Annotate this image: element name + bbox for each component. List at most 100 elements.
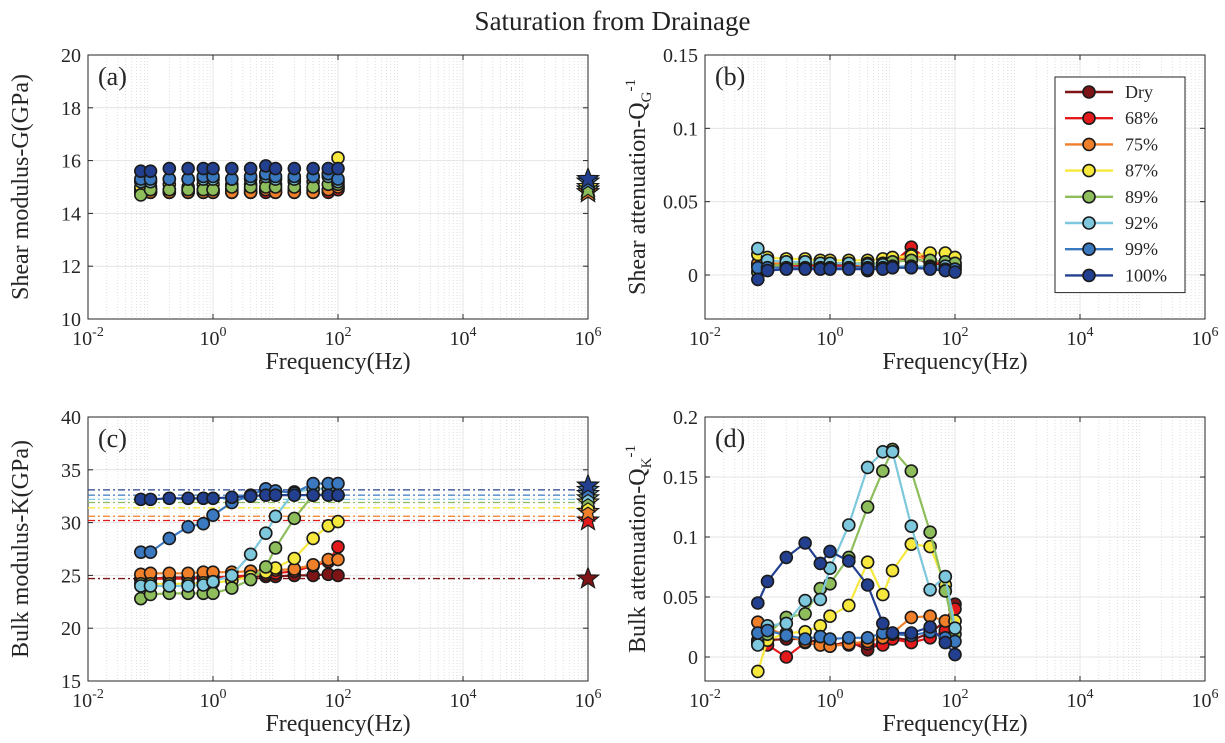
series-100pct <box>134 159 345 178</box>
y-tick-label: 10 <box>61 309 81 331</box>
legend-marker <box>1082 190 1096 204</box>
data-point <box>842 554 856 568</box>
x-tick-label: 106 <box>575 325 602 350</box>
panel-b: 10-2 100 102 104 106 0 0.05 0.1 0.15 Frequency(Hz… <box>623 45 1219 375</box>
series-100pct <box>751 260 962 287</box>
y-tick-label: 0.15 <box>663 467 698 489</box>
y-tick-label: 0 <box>688 647 698 669</box>
data-point <box>243 161 258 176</box>
data-point <box>287 488 302 502</box>
star-marker-dry <box>575 565 601 589</box>
data-point <box>823 544 837 559</box>
data-point <box>181 491 195 506</box>
data-point <box>798 536 812 550</box>
x-tick-label: 102 <box>942 687 969 712</box>
data-point <box>860 630 875 645</box>
y-tick-label: 25 <box>61 565 81 587</box>
data-point <box>206 161 220 176</box>
legend: Dry 68% 75% 87% 89% 92% 99% 100% <box>1054 76 1186 294</box>
y-tick-label: 0.1 <box>673 527 698 549</box>
panel-label: (c) <box>98 424 127 453</box>
data-point <box>243 489 258 504</box>
data-point <box>760 263 775 278</box>
legend-label: 89% <box>1125 187 1158 207</box>
legend-marker <box>1082 137 1096 152</box>
x-tick-label: 104 <box>450 687 477 712</box>
x-tick-label: 10-2 <box>72 325 104 350</box>
legend-marker <box>1082 111 1096 125</box>
data-point <box>268 509 283 524</box>
legend-box <box>1054 76 1186 294</box>
legend-marker <box>1082 242 1096 256</box>
data-point <box>225 568 239 583</box>
series-100pct <box>751 536 962 662</box>
data-point <box>259 526 273 540</box>
star-marker-89pct <box>575 176 601 200</box>
y-axis-label: Shear attenuation-QG-1 <box>623 79 655 295</box>
data-point <box>904 464 919 478</box>
y-axis-label: Bulk modulus-K(GPa) <box>8 440 34 658</box>
data-point <box>181 520 195 534</box>
data-point <box>225 490 239 505</box>
data-point <box>206 586 220 601</box>
data-point <box>779 550 794 565</box>
x-axis-label: Frequency(Hz) <box>882 711 1027 737</box>
data-point <box>162 491 177 506</box>
data-point <box>225 581 239 595</box>
data-point <box>923 620 937 634</box>
y-axis-label: Bulk attenuation-QK-1 <box>623 445 655 653</box>
legend-marker <box>1082 268 1096 283</box>
x-tick-label: 106 <box>575 687 602 712</box>
data-point <box>181 579 195 593</box>
x-axis-label: Frequency(Hz) <box>882 349 1027 375</box>
data-point <box>181 161 195 176</box>
x-tick-label: 100 <box>817 325 844 350</box>
data-point <box>306 161 320 176</box>
data-point <box>196 516 211 531</box>
data-point <box>798 632 812 646</box>
data-point <box>243 547 258 562</box>
x-tick-label: 102 <box>325 687 352 712</box>
legend-label: 68% <box>1125 108 1158 128</box>
data-point <box>798 262 812 276</box>
data-point <box>751 596 765 610</box>
data-point <box>243 572 258 587</box>
data-point <box>823 609 837 624</box>
data-point <box>779 628 794 643</box>
series-100pct <box>134 488 345 507</box>
data-point <box>331 514 345 529</box>
data-point <box>268 488 283 502</box>
data-point <box>268 541 283 555</box>
y-tick-label: 0 <box>688 265 698 287</box>
panel-c: 10-2 100 102 104 106 15 20 25 30 35 40 Frequency(Hz… <box>8 407 602 737</box>
data-point <box>923 525 937 540</box>
legend-label: 75% <box>1125 134 1158 154</box>
data-point <box>798 606 812 621</box>
data-point <box>904 610 919 625</box>
data-point <box>751 664 765 679</box>
data-point <box>162 531 177 546</box>
data-point <box>885 260 900 275</box>
y-axis-label: Shear modulus-G(GPa) <box>8 74 34 300</box>
data-point <box>306 488 320 502</box>
legend-label: 99% <box>1125 239 1158 259</box>
x-tick-label: 10-2 <box>72 687 104 712</box>
x-tick-label: 10-2 <box>689 325 721 350</box>
data-point <box>823 632 837 646</box>
data-point <box>751 272 765 287</box>
star-marker-100pct <box>575 166 601 190</box>
grid <box>87 54 589 320</box>
data-point <box>331 476 345 491</box>
data-point <box>225 161 239 176</box>
data-point <box>842 630 856 645</box>
y-tick-label: 20 <box>61 618 81 640</box>
data-point <box>760 623 775 638</box>
data-point <box>779 262 794 276</box>
star-marker-75pct <box>575 499 601 523</box>
panel-a: 10-2 100 102 104 106 10 12 14 16 18 20 Frequency(Hz… <box>8 45 602 375</box>
data-point <box>904 519 919 534</box>
y-tick-label: 16 <box>61 151 81 173</box>
y-tick-label: 0.05 <box>663 192 698 214</box>
legend-label: 87% <box>1125 161 1158 181</box>
legend-label: Dry <box>1125 82 1153 102</box>
